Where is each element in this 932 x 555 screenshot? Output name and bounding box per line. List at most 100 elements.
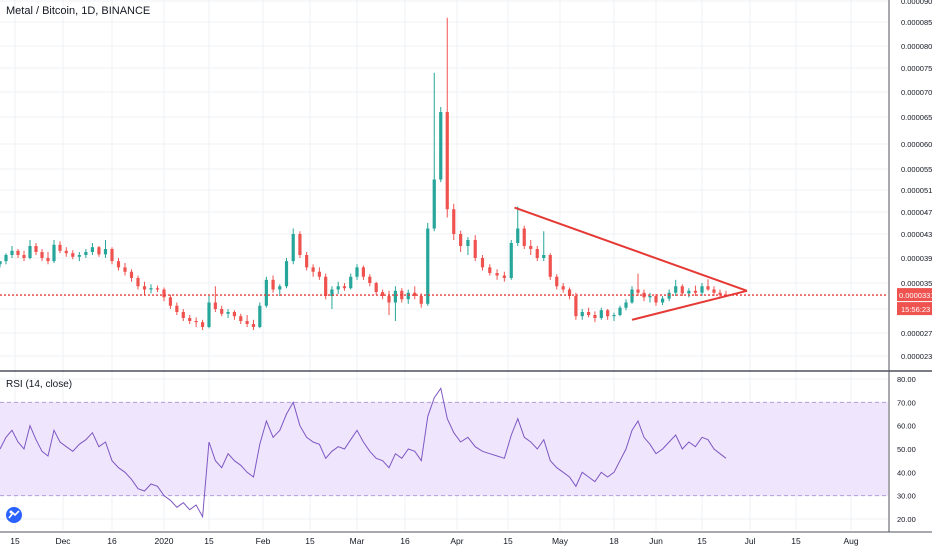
price-tick-label: 0.00006000: [901, 140, 932, 149]
price-tag: 0.00003314 15:56:23: [0, 288, 932, 316]
candle-body: [311, 267, 315, 272]
price-tick-label: 0.00004700: [901, 208, 932, 217]
price-tick-label: 0.00005500: [901, 165, 932, 174]
candle-body: [22, 255, 26, 258]
x-tick-label: Aug: [843, 536, 858, 546]
x-tick-label: 18: [609, 536, 619, 546]
candle-body: [488, 267, 492, 273]
candle-body: [0, 261, 2, 265]
candle-body: [16, 250, 20, 255]
candle-body: [439, 112, 443, 180]
candle-body: [660, 298, 665, 303]
x-tick-label: Mar: [350, 536, 365, 546]
candle-body: [251, 324, 256, 327]
x-tick-label: 15: [10, 536, 20, 546]
price-tick-label: 0.00003500: [901, 279, 932, 288]
candle-body: [34, 246, 38, 252]
x-tick-label: 15: [204, 536, 214, 546]
candle-body: [413, 292, 417, 296]
x-tick-label: Jul: [745, 536, 756, 546]
candle-body: [618, 307, 622, 315]
price-tick-label: 0.00008000: [901, 42, 932, 51]
candle-body: [687, 290, 691, 294]
x-tick-label: May: [552, 536, 569, 546]
candle-body: [381, 292, 385, 296]
candle-body: [162, 289, 166, 298]
candle-body: [40, 252, 44, 258]
candle-body: [706, 286, 710, 290]
countdown-bg: [897, 302, 932, 316]
candle-body: [336, 286, 340, 290]
trendline[interactable]: [631, 289, 748, 321]
candle-body: [181, 312, 185, 318]
rsi-band: [0, 402, 888, 496]
candle-body: [516, 228, 520, 243]
candle-body: [599, 310, 603, 318]
price-tick-label: 0.00007500: [901, 64, 932, 73]
candle-body: [46, 258, 50, 262]
candle-body: [278, 286, 282, 290]
price-tick-label: 0.00002350: [901, 352, 932, 361]
x-tick-label: 2020: [155, 536, 174, 546]
candle-body: [142, 286, 147, 290]
candle-body: [349, 276, 353, 289]
price-tick-label: 0.00004300: [901, 230, 932, 239]
candles-layer: [0, 17, 728, 330]
candle-body: [220, 309, 224, 314]
candle-body: [630, 289, 634, 303]
candle-body: [175, 305, 179, 312]
candle-body: [110, 249, 114, 262]
candle-body: [693, 290, 698, 293]
candle-body: [97, 247, 101, 255]
rsi-tick-label: 80.00: [897, 375, 916, 384]
candle-body: [213, 302, 217, 309]
candle-body: [123, 267, 127, 272]
candle-body: [284, 261, 289, 287]
candle-body: [361, 267, 365, 277]
candle-body: [674, 286, 678, 293]
candle-body: [718, 292, 722, 295]
rsi-tick-label: 50.00: [897, 445, 916, 454]
x-tick-label: Apr: [450, 536, 463, 546]
price-tick-label: 0.00007000: [901, 88, 932, 97]
candle-body: [188, 318, 192, 321]
x-tick-label: 15: [305, 536, 315, 546]
rsi-layer: [0, 387, 727, 519]
candle-body: [84, 252, 88, 255]
candle-body: [374, 283, 378, 293]
candle-body: [654, 296, 658, 303]
candle-body: [129, 271, 134, 278]
trendline[interactable]: [514, 206, 748, 292]
rsi-tick-label: 30.00: [897, 492, 916, 501]
price-tick-label: 0.00002700: [901, 329, 932, 338]
x-tick-label: Dec: [55, 536, 71, 546]
candle-body: [368, 276, 372, 283]
x-tick-label: 15: [697, 536, 707, 546]
candle-body: [207, 302, 211, 327]
candle-body: [355, 267, 359, 277]
candle-body: [245, 321, 249, 324]
tradingview-logo-icon[interactable]: [6, 507, 22, 523]
candle-body: [712, 289, 716, 293]
chart-title: Metal / Bitcoin, 1D, BINANCE: [6, 5, 151, 17]
x-tick-label: 16: [107, 536, 117, 546]
candle-body: [239, 316, 243, 321]
rsi-line: [0, 387, 727, 519]
candle-body: [648, 296, 652, 298]
trendlines-layer: [514, 206, 748, 321]
candle-body: [330, 289, 334, 296]
x-tick-label: 16: [400, 536, 410, 546]
price-tick-label: 0.00005100: [901, 186, 932, 195]
candle-body: [393, 290, 397, 303]
candle-body: [90, 247, 94, 252]
logo-glyph-icon: [8, 510, 20, 519]
candle-body: [149, 288, 153, 290]
last-price-label: 0.00003314: [899, 291, 932, 300]
candle-body: [258, 305, 262, 327]
candle-body: [586, 312, 591, 315]
candle-body: [200, 322, 205, 327]
candle-body: [502, 275, 506, 278]
